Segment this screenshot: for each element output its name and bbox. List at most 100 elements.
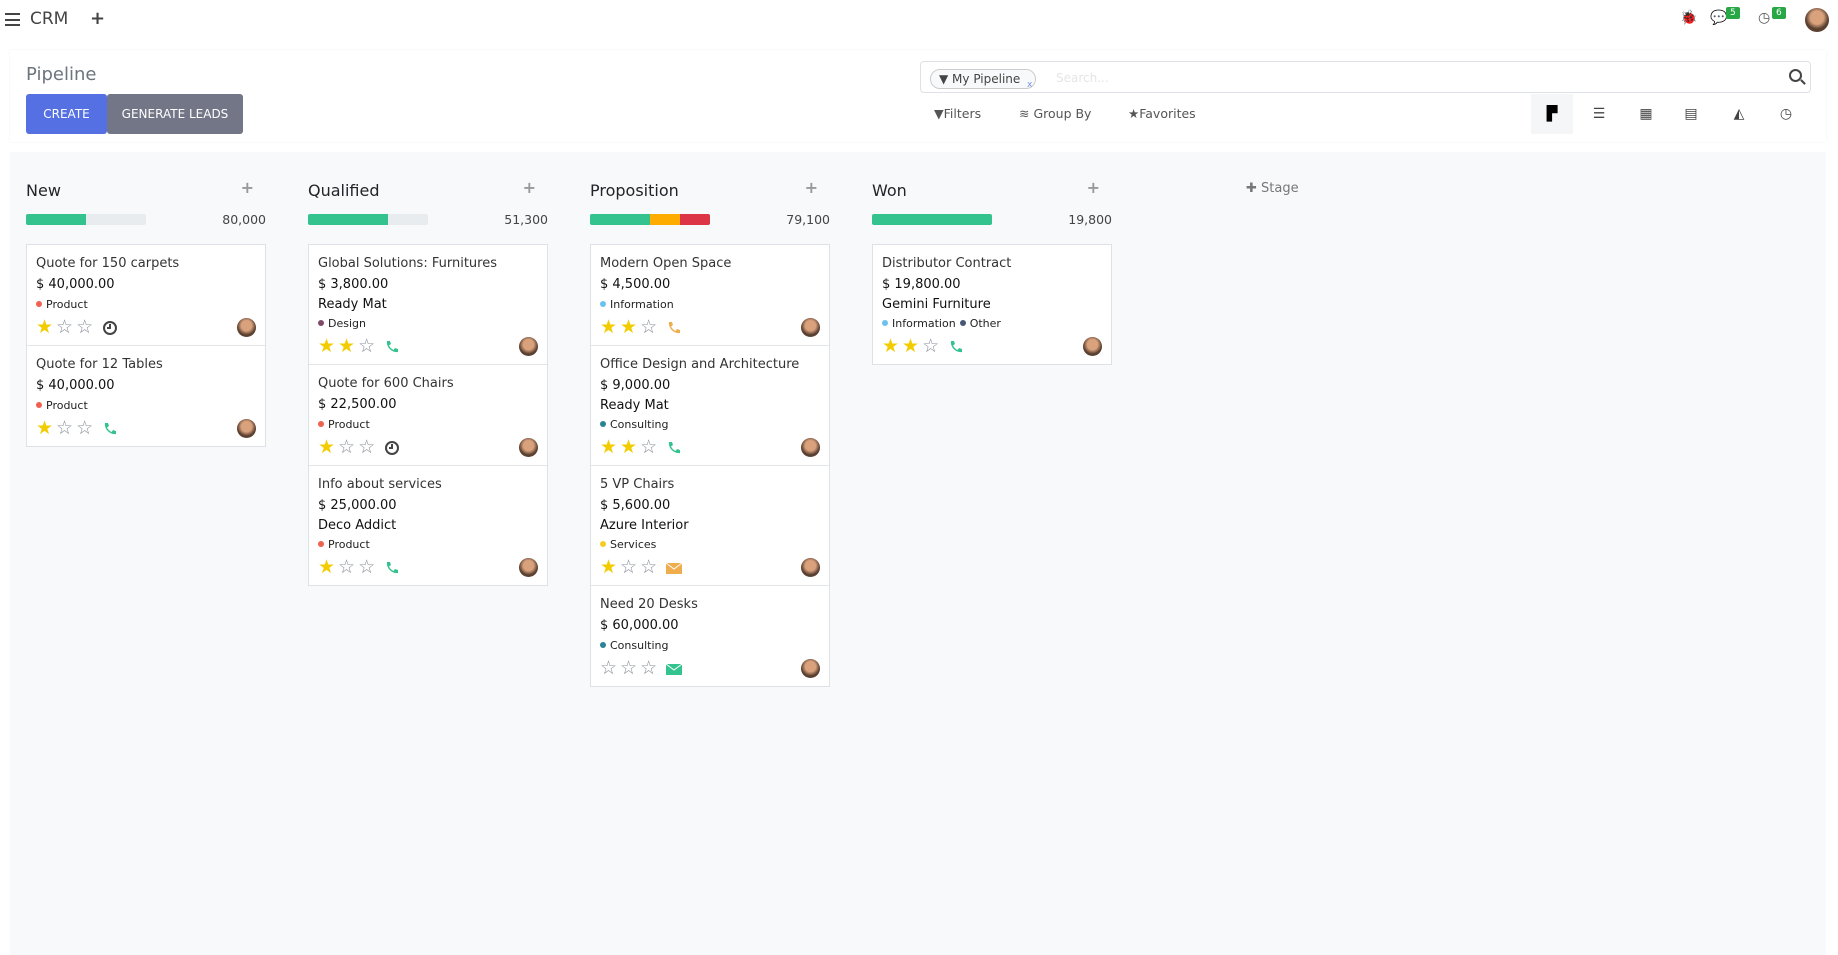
clock-icon[interactable]: ◷ (1758, 10, 1771, 26)
star-icon: ★ (1128, 106, 1140, 121)
card-footer: ★ ☆ ☆ (600, 554, 820, 581)
star-empty-icon[interactable]: ☆ (640, 556, 658, 578)
kanban-card[interactable]: Modern Open Space $ 4,500.00 Information ★ ★… (591, 245, 829, 346)
star-filled-icon[interactable]: ★ (36, 316, 54, 338)
hamburger-menu-icon[interactable] (5, 13, 20, 26)
activity-clock-icon[interactable] (378, 440, 400, 456)
kanban-card[interactable]: 5 VP Chairs $ 5,600.00 Azure Interior Servi… (591, 466, 829, 586)
activity-clock-icon[interactable] (96, 320, 118, 336)
star-filled-icon[interactable]: ★ (318, 556, 336, 578)
star-empty-icon[interactable]: ☆ (640, 657, 658, 679)
star-filled-icon[interactable]: ★ (620, 316, 638, 338)
column-progress-bar[interactable] (26, 214, 146, 225)
star-empty-icon[interactable]: ☆ (640, 316, 658, 338)
card-footer: ★ ★ ☆ (600, 434, 820, 461)
activity-phone-icon[interactable] (660, 320, 682, 336)
column-title[interactable]: Qualified (308, 181, 380, 200)
star-filled-icon[interactable]: ★ (318, 436, 336, 458)
column-progress-bar[interactable] (872, 214, 992, 225)
star-empty-icon[interactable]: ☆ (76, 417, 94, 439)
search-icon[interactable] (1789, 69, 1802, 82)
graph-view-button[interactable]: ◭ (1718, 94, 1760, 134)
column-progress-bar[interactable] (590, 214, 710, 225)
activity-view-button[interactable]: ◷ (1765, 94, 1807, 134)
progress-segment[interactable] (650, 214, 680, 225)
column-progress-bar[interactable] (308, 214, 428, 225)
star-filled-icon[interactable]: ★ (318, 335, 336, 357)
activity-phone-icon[interactable] (96, 421, 118, 437)
generate-leads-button[interactable]: GENERATE LEADS (107, 94, 243, 134)
activity-phone-icon[interactable] (660, 440, 682, 456)
search-bar[interactable]: ▼ My Pipeline x Search... (920, 61, 1811, 93)
star-empty-icon[interactable]: ☆ (620, 556, 638, 578)
star-empty-icon[interactable]: ☆ (56, 417, 74, 439)
star-filled-icon[interactable]: ★ (882, 335, 900, 357)
star-empty-icon[interactable]: ☆ (358, 436, 376, 458)
card-company: Gemini Furniture (882, 297, 991, 312)
star-empty-icon[interactable]: ☆ (358, 556, 376, 578)
star-filled-icon[interactable]: ★ (620, 436, 638, 458)
star-filled-icon[interactable]: ★ (600, 436, 618, 458)
star-empty-icon[interactable]: ☆ (358, 335, 376, 357)
quick-create-plus-icon[interactable]: + (804, 178, 818, 197)
kanban-card[interactable]: Office Design and Architecture $ 9,000.00… (591, 346, 829, 466)
app-title[interactable]: CRM (30, 9, 69, 29)
star-filled-icon[interactable]: ★ (600, 316, 618, 338)
create-button[interactable]: CREATE (26, 94, 107, 134)
card-title: 5 VP Chairs (600, 477, 675, 492)
star-filled-icon[interactable]: ★ (36, 417, 54, 439)
kanban-card[interactable]: Info about services $ 25,000.00 Deco Addic… (309, 466, 547, 585)
add-stage-button[interactable]: ✚ Stage (1246, 181, 1299, 196)
star-filled-icon[interactable]: ★ (600, 556, 618, 578)
calendar-view-button[interactable]: ▦ (1625, 94, 1667, 134)
search-input[interactable]: Search... (1056, 71, 1109, 85)
filters-dropdown[interactable]: ▼Filters (934, 106, 981, 121)
star-empty-icon[interactable]: ☆ (76, 316, 94, 338)
list-view-button[interactable]: ☰ (1578, 94, 1620, 134)
pivot-view-button[interactable]: ▤ (1670, 94, 1712, 134)
user-avatar[interactable] (1805, 8, 1829, 32)
star-empty-icon[interactable]: ☆ (56, 316, 74, 338)
star-empty-icon[interactable]: ☆ (620, 657, 638, 679)
kanban-card[interactable]: Need 20 Desks $ 60,000.00 Consulting ☆ ☆ ☆ (591, 586, 829, 686)
quick-create-plus-icon[interactable]: + (522, 178, 536, 197)
column-title[interactable]: New (26, 181, 61, 200)
star-filled-icon[interactable]: ★ (902, 335, 920, 357)
remove-facet-icon[interactable]: x (1027, 80, 1033, 90)
tag-label: Product (46, 298, 88, 311)
kanban-view-button[interactable]: ▛ (1531, 94, 1573, 134)
progress-segment[interactable] (590, 214, 650, 225)
kanban-card[interactable]: Quote for 150 carpets $ 40,000.00 Product ★… (27, 245, 265, 346)
progress-segment[interactable] (872, 214, 992, 225)
activity-envelope-icon[interactable] (660, 661, 683, 677)
star-empty-icon[interactable]: ☆ (338, 556, 356, 578)
progress-segment[interactable] (680, 214, 710, 225)
quick-create-plus-icon[interactable]: + (240, 178, 254, 197)
star-empty-icon[interactable]: ☆ (600, 657, 618, 679)
kanban-card[interactable]: Global Solutions: Furnitures $ 3,800.00 Re… (309, 245, 547, 365)
quick-create-plus-icon[interactable]: + (1086, 178, 1100, 197)
kanban-card[interactable]: Distributor Contract $ 19,800.00 Gemini Fu… (873, 245, 1111, 364)
group-by-dropdown[interactable]: ≋ Group By (1019, 106, 1091, 121)
bug-icon[interactable]: 🐞 (1680, 10, 1698, 26)
tag-label: Other (969, 317, 1001, 330)
column-title[interactable]: Won (872, 181, 907, 200)
card-amount: $ 22,500.00 (318, 397, 397, 412)
search-facet[interactable]: ▼ My Pipeline (930, 69, 1037, 89)
plus-icon[interactable]: + (90, 8, 106, 29)
progress-segment[interactable] (308, 214, 389, 225)
star-filled-icon[interactable]: ★ (338, 335, 356, 357)
star-empty-icon[interactable]: ☆ (338, 436, 356, 458)
column-title[interactable]: Proposition (590, 181, 679, 200)
progress-segment[interactable] (26, 214, 86, 225)
favorites-dropdown[interactable]: ★Favorites (1128, 106, 1196, 121)
activity-phone-icon[interactable] (378, 339, 400, 355)
star-empty-icon[interactable]: ☆ (922, 335, 940, 357)
kanban-card[interactable]: Quote for 12 Tables $ 40,000.00 Product ★ ☆ ☆ (27, 346, 265, 446)
chat-icon[interactable]: 💬 (1710, 10, 1728, 26)
activity-envelope-icon[interactable] (660, 560, 683, 576)
activity-phone-icon[interactable] (378, 560, 400, 576)
activity-phone-icon[interactable] (942, 339, 964, 355)
kanban-card[interactable]: Quote for 600 Chairs $ 22,500.00 Product ★ ☆… (309, 365, 547, 466)
star-empty-icon[interactable]: ☆ (640, 436, 658, 458)
